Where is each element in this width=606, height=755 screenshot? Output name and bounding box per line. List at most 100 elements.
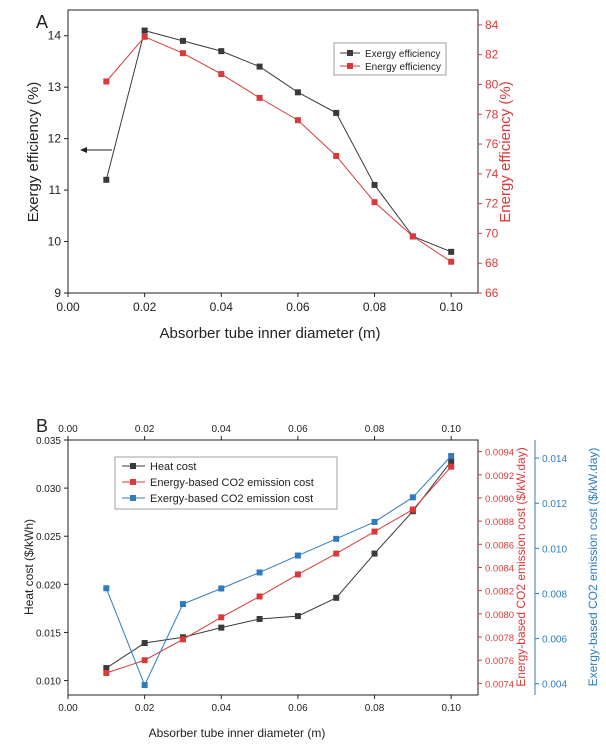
left-y-tick-label: 0.010 [36,677,61,688]
series-0-point [256,615,263,622]
arrow-head-icon [80,147,87,153]
panel-b-x-ticks: 0.00 0.02 0.04 0.06 0.08 0.10 [58,695,461,714]
panel-a-right-y-ticks: 66 68 70 72 74 76 78 80 82 84 [478,18,499,300]
left-y-tick-label: 0.025 [36,532,61,543]
second-right-y-tick-label: 0.010 [542,544,567,555]
x-tick-label: 0.10 [439,300,463,314]
top-x-tick-label: 0.04 [212,424,232,435]
x-tick-label: 0.02 [133,300,157,314]
series-0-point [333,594,340,601]
right-y-tick-label: 84 [485,18,499,32]
series-1-point [218,614,225,621]
panel-b-x-axis-label: Absorber tube inner diameter (m) [149,726,326,740]
right-y-tick-label: 0.0082 [485,587,514,598]
series-2-point [409,494,416,501]
right-y-tick-label: 78 [485,107,499,121]
panel-a-label: A [36,12,48,32]
legend-label-energy-co2: Energy-based CO2 emission cost [150,477,314,489]
x-tick-label: 0.04 [212,703,232,714]
panel-a-left-y-ticks: 9 10 11 12 13 14 [48,29,68,300]
panel-a-series [103,27,455,265]
left-y-tick-label: 0.035 [36,436,61,447]
series-1-point [294,117,301,124]
panel-b-legend: Heat cost Energy-based CO2 emission cost… [114,456,338,510]
right-y-tick-label: 0.0078 [485,633,514,644]
series-1-point [141,33,148,40]
series-0-point [294,613,301,620]
series-0-point [141,27,148,34]
panel-a-annotation-arrow [80,147,112,153]
series-line-1 [105,36,452,263]
panel-b-second-right-y-axis-label: Exergy-based CO2 emission cost ($/kW.day… [586,448,600,687]
series-2-point [371,518,378,525]
panel-b-second-right-y-ticks: 0.004 0.006 0.008 0.010 0.012 0.014 [535,454,567,691]
right-y-tick-label: 0.0086 [485,540,514,551]
right-y-tick-label: 0.0084 [485,564,514,575]
series-0-point [294,89,301,96]
right-y-tick-label: 0.0090 [485,494,514,505]
panel-a-plot-frame [67,9,479,294]
legend-marker-heat [130,463,136,469]
panel-a-legend: Exergy efficiency Energy efficiency [333,42,447,76]
legend-marker-energy-co2 [130,479,136,485]
legend-label-heat: Heat cost [150,461,196,473]
series-0-point [179,37,186,44]
series-1-point [256,593,263,600]
top-x-tick-label: 0.08 [365,424,385,435]
series-1-point [333,550,340,557]
series-2-point [448,453,455,460]
panel-b: B 0.00 0.02 0.04 0.06 0.08 0.10 0.00 0.02 0.04 0… [22,416,600,740]
x-tick-label: 0.08 [363,300,387,314]
panel-b-top-x-ticks: 0.00 0.02 0.04 0.06 0.08 0.10 [58,424,461,440]
series-line-1 [106,466,452,674]
right-y-tick-label: 0.0080 [485,610,514,621]
series-1-point [371,528,378,535]
series-1-point [448,463,455,470]
right-y-tick-label: 80 [485,77,499,91]
x-tick-label: 0.00 [58,703,78,714]
right-y-tick-label: 82 [485,48,499,62]
series-1-point [179,50,186,57]
x-tick-label: 0.00 [56,300,80,314]
series-2-point [333,535,340,542]
series-1-point [256,94,263,101]
x-tick-label: 0.04 [210,300,234,314]
series-2-point [218,585,225,592]
panel-b-legend-box [114,456,338,510]
panel-a-left-y-axis-label: Exergy efficiency (%) [25,82,42,223]
top-x-tick-label: 0.10 [441,424,461,435]
series-0-point [448,248,455,255]
series-1-point [179,636,186,643]
series-line-0 [106,460,452,669]
panel-b-right-y-axis-label: Energy-based CO2 emission cost ($/kW.day… [514,447,528,686]
x-tick-label: 0.10 [441,703,461,714]
second-right-y-tick-label: 0.004 [542,680,567,691]
panel-a-right-y-axis-label: Energy efficiency (%) [497,81,514,222]
x-tick-label: 0.06 [286,300,310,314]
legend-label-exergy-co2: Exergy-based CO2 emission cost [150,493,313,505]
series-1-point [448,258,455,265]
right-y-tick-label: 0.0094 [485,448,514,459]
series-2-point [256,569,263,576]
x-tick-label: 0.08 [365,703,385,714]
series-1-point [294,571,301,578]
panel-b-left-y-ticks: 0.010 0.015 0.020 0.025 0.030 0.035 [36,436,68,688]
series-1-point [409,233,416,240]
panel-a: A 0.00 0.02 0.04 0.06 0.08 0.10 9 10 11 12 13 14 6… [25,9,514,342]
panel-b-left-y-axis-label: Heat cost ($/kWh) [22,519,36,615]
series-1-point [218,71,225,78]
panel-a-x-ticks: 0.00 0.02 0.04 0.06 0.08 0.10 [56,293,463,314]
panel-b-right-y-ticks: 0.0074 0.0076 0.0078 0.0080 0.0082 0.0084 0.00… [478,448,514,690]
left-y-tick-label: 0.030 [36,484,61,495]
x-tick-label: 0.06 [288,703,308,714]
right-y-tick-label: 72 [485,197,499,211]
series-1-point [141,657,148,664]
series-2-point [294,552,301,559]
left-y-tick-label: 10 [48,235,62,249]
second-right-y-tick-label: 0.012 [542,499,567,510]
series-1-point [371,199,378,206]
second-right-y-tick-label: 0.006 [542,635,567,646]
legend-marker-energy [347,63,353,69]
right-y-tick-label: 0.0088 [485,517,514,528]
